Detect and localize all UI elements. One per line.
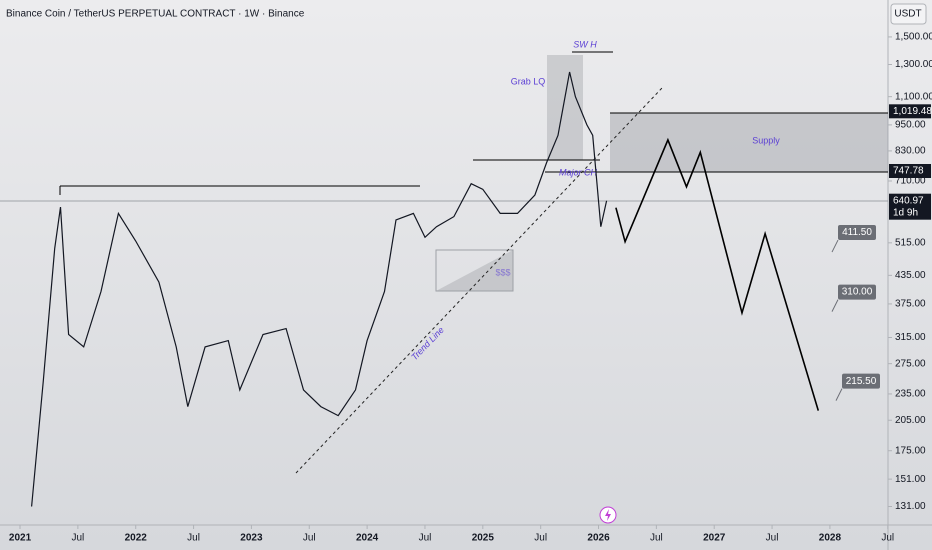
y-tick-label: 275.00: [895, 358, 926, 369]
y-tick-label: 1,500.00: [895, 32, 932, 43]
y-tick-label: 315.00: [895, 332, 926, 343]
x-tick-label: Jul: [766, 533, 779, 544]
price-label-box: [889, 163, 931, 178]
annotation: Supply: [752, 135, 780, 145]
price-label-box: [889, 104, 931, 119]
y-tick-label: 515.00: [895, 237, 926, 248]
y-tick-label: 205.00: [895, 415, 926, 426]
x-tick-label: 2027: [703, 533, 726, 544]
x-tick-label: Jul: [303, 533, 316, 544]
x-tick-label: Jul: [419, 533, 432, 544]
grab-zone: [547, 55, 583, 160]
target-label: 215.50: [846, 376, 877, 387]
annotation: Grab LQ: [511, 76, 546, 86]
x-tick-label: 2024: [356, 533, 379, 544]
y-tick-label: 131.00: [895, 501, 926, 512]
currency-button[interactable]: [890, 3, 927, 25]
target-callout: [831, 239, 839, 253]
annotation: Major CH: [559, 167, 598, 177]
x-tick-label: Jul: [881, 533, 894, 544]
price-label: 1,019.48: [893, 106, 932, 117]
y-tick-label: 235.00: [895, 389, 926, 400]
y-tick-label: 1,300.00: [895, 59, 932, 70]
x-tick-label: Jul: [71, 533, 84, 544]
chart-title: Binance Coin / TetherUS PERPETUAL CONTRA…: [6, 9, 305, 20]
y-tick-label: 1,100.00: [895, 91, 932, 102]
target-label: 411.50: [842, 227, 872, 238]
y-tick-label: 710.00: [895, 176, 926, 187]
event-icon-bolt: [605, 509, 611, 521]
annotation: SW H: [573, 39, 597, 49]
x-tick-label: 2021: [9, 533, 32, 544]
trend-line: [295, 87, 663, 474]
price-line: [31, 71, 608, 507]
x-tick-label: 2022: [125, 533, 148, 544]
countdown: 1d 9h: [893, 207, 918, 218]
liquidity-zone: [436, 250, 513, 291]
y-tick-label: 830.00: [895, 146, 926, 157]
target-callout: [831, 299, 839, 312]
x-tick-label: 2026: [587, 533, 610, 544]
price-label: 640.97: [893, 195, 924, 206]
x-tick-label: 2023: [240, 533, 263, 544]
x-tick-label: Jul: [650, 533, 663, 544]
price-label-box: [889, 193, 931, 220]
target-label: 310.00: [842, 287, 873, 298]
target-box: [838, 284, 876, 300]
y-tick-label: 950.00: [895, 120, 926, 131]
y-tick-label: 375.00: [895, 299, 926, 310]
y-tick-label: 151.00: [895, 474, 926, 485]
x-tick-label: Jul: [534, 533, 547, 544]
x-tick-label: 2025: [472, 533, 495, 544]
price-label: 747.78: [893, 166, 924, 177]
annotation: $$$: [495, 267, 510, 277]
x-tick-label: 2028: [819, 533, 842, 544]
target-box: [838, 225, 876, 241]
supply-zone: [610, 113, 888, 172]
price-line: [615, 137, 820, 411]
target-box: [842, 373, 880, 389]
liquidity-box: [435, 249, 514, 292]
y-tick-label: 435.00: [895, 270, 926, 281]
currency: USDT: [894, 9, 921, 20]
y-tick-label: 175.00: [895, 445, 926, 456]
x-tick-label: Jul: [187, 533, 200, 544]
target-callout: [835, 388, 843, 401]
